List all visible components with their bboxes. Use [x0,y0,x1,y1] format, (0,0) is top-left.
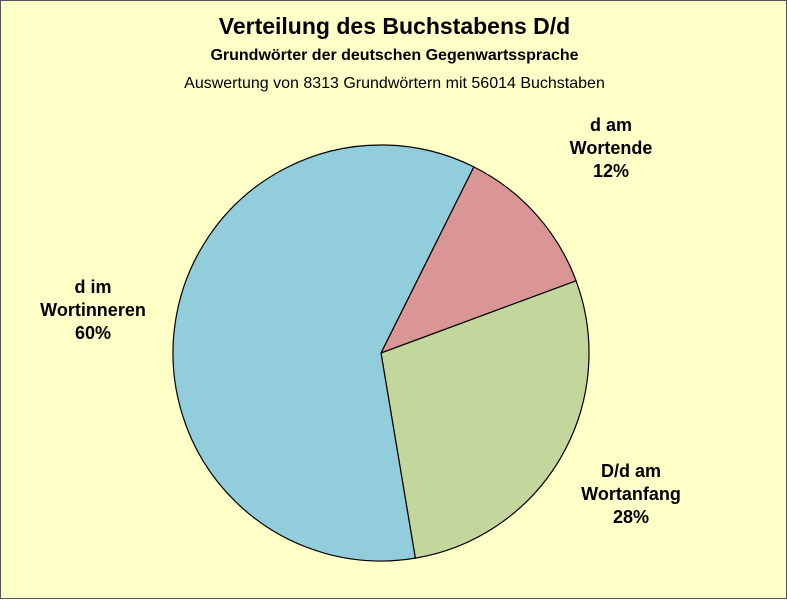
label-line: D/d am [600,461,661,481]
slice-label-wortinneren: d im Wortinneren 60% [23,276,163,345]
value-label: 60% [74,323,112,343]
slice-label-wortanfang: D/d am Wortanfang 28% [561,460,701,529]
pie-slice [172,144,475,562]
pie-slice [379,166,577,355]
label-line: Wortinneren [40,300,146,320]
pie-slice [380,280,590,559]
label-line: Wortanfang [581,484,681,504]
value-label: 28% [612,507,650,527]
value-label: 12% [592,161,630,181]
label-line: Wortende [569,138,653,158]
chart-title: Verteilung des Buchstabens D/d [218,13,571,39]
label-line: d am [589,115,632,135]
label-line: d im [74,277,112,297]
slice-label-wortende: d am Wortende 12% [556,114,666,183]
chart-subtitle: Grundwörter der deutschen Gegenwartsspra… [210,47,579,64]
chart-note: Auswertung von 8313 Grundwörtern mit 560… [184,75,605,92]
